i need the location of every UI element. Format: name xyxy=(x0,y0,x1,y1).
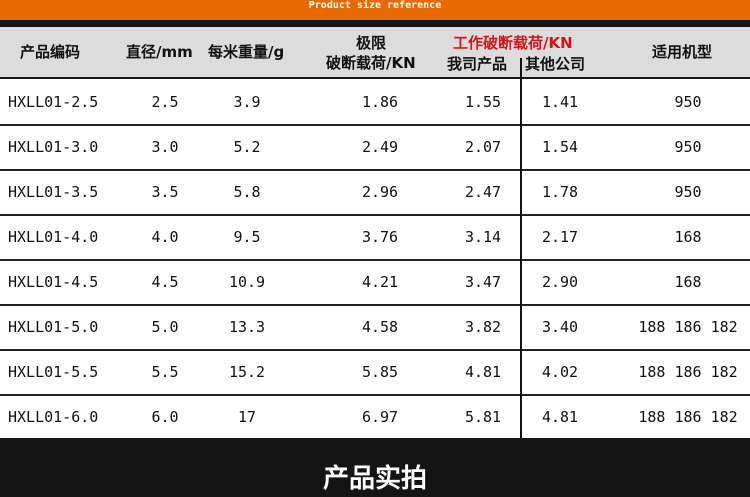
cell-weight: 3.9 xyxy=(233,93,261,111)
table-row: HXLL01-6.0 6.0 17 6.97 5.81 4.81 188 186 182 xyxy=(0,396,750,441)
cell-weight: 9.5 xyxy=(233,228,261,246)
cell-diameter: 5.5 xyxy=(151,363,179,381)
cell-others: 1.54 xyxy=(541,138,579,156)
cell-model: 188 186 182 xyxy=(638,408,738,426)
cell-code: HXLL01-5.5 xyxy=(8,363,99,381)
table-header: 产品编码 直径/mm 每米重量/g 极限 破断载荷/KN 工作破断载荷/KN 我… xyxy=(0,27,750,79)
table-row: HXLL01-4.5 4.5 10.9 4.21 3.47 2.90 168 xyxy=(0,261,750,306)
cell-model: 188 186 182 xyxy=(638,318,738,336)
cell-others: 3.40 xyxy=(541,318,579,336)
cell-code: HXLL01-5.0 xyxy=(8,318,99,336)
cell-ours: 1.55 xyxy=(464,93,502,111)
cell-code: HXLL01-4.0 xyxy=(8,228,99,246)
cell-others: 2.90 xyxy=(541,273,579,291)
cell-code: HXLL01-4.5 xyxy=(8,273,99,291)
cell-code: HXLL01-3.5 xyxy=(8,183,99,201)
cell-weight: 17 xyxy=(237,408,257,426)
cell-others: 1.78 xyxy=(541,183,579,201)
cell-weight: 10.9 xyxy=(228,273,266,291)
cell-diameter: 6.0 xyxy=(151,408,179,426)
table-row: HXLL01-3.0 3.0 5.2 2.49 2.07 1.54 950 xyxy=(0,126,750,171)
column-divider xyxy=(520,58,522,438)
footer-section: 产品实拍 xyxy=(0,438,750,497)
header-model: 适用机型 xyxy=(652,43,713,61)
cell-weight: 13.3 xyxy=(228,318,266,336)
cell-ours: 3.14 xyxy=(464,228,502,246)
cell-ultimate: 1.86 xyxy=(361,93,399,111)
cell-diameter: 3.0 xyxy=(151,138,179,156)
cell-ultimate: 5.85 xyxy=(361,363,399,381)
cell-model: 188 186 182 xyxy=(638,363,738,381)
cell-weight: 5.8 xyxy=(233,183,261,201)
header-ours: 我司产品 xyxy=(447,55,508,73)
table-row: HXLL01-2.5 2.5 3.9 1.86 1.55 1.41 950 xyxy=(0,81,750,126)
cell-code: HXLL01-6.0 xyxy=(8,408,99,426)
cell-ours: 3.82 xyxy=(464,318,502,336)
table-row: HXLL01-5.0 5.0 13.3 4.58 3.82 3.40 188 186 182 xyxy=(0,306,750,351)
cell-diameter: 4.0 xyxy=(151,228,179,246)
cell-others: 4.02 xyxy=(541,363,579,381)
cell-model: 950 xyxy=(674,138,702,156)
cell-ours: 5.81 xyxy=(464,408,502,426)
table-row: HXLL01-4.0 4.0 9.5 3.76 3.14 2.17 168 xyxy=(0,216,750,261)
table-row: HXLL01-3.5 3.5 5.8 2.96 2.47 1.78 950 xyxy=(0,171,750,216)
cell-diameter: 3.5 xyxy=(151,183,179,201)
cell-weight: 5.2 xyxy=(233,138,261,156)
banner: Product size reference xyxy=(0,0,750,20)
footer-title: 产品实拍 xyxy=(322,464,427,494)
cell-ultimate: 4.21 xyxy=(361,273,399,291)
cell-code: HXLL01-3.0 xyxy=(8,138,99,156)
cell-others: 4.81 xyxy=(541,408,579,426)
cell-code: HXLL01-2.5 xyxy=(8,93,99,111)
cell-ultimate: 2.49 xyxy=(361,138,399,156)
cell-ours: 3.47 xyxy=(464,273,502,291)
cell-others: 2.17 xyxy=(541,228,579,246)
cell-ours: 2.07 xyxy=(464,138,502,156)
header-ultimate-1: 极限 xyxy=(356,34,387,52)
cell-weight: 15.2 xyxy=(228,363,266,381)
cell-ultimate: 4.58 xyxy=(361,318,399,336)
header-others: 其他公司 xyxy=(525,55,586,73)
cell-model: 168 xyxy=(674,273,702,291)
cell-model: 950 xyxy=(674,183,702,201)
cell-model: 168 xyxy=(674,228,702,246)
cell-others: 1.41 xyxy=(541,93,579,111)
cell-diameter: 4.5 xyxy=(151,273,179,291)
header-code: 产品编码 xyxy=(20,43,81,61)
cell-diameter: 5.0 xyxy=(151,318,179,336)
header-diameter: 直径/mm xyxy=(126,43,193,61)
header-working: 工作破断载荷/KN xyxy=(453,34,573,52)
cell-ours: 4.81 xyxy=(464,363,502,381)
cell-ours: 2.47 xyxy=(464,183,502,201)
cell-diameter: 2.5 xyxy=(151,93,179,111)
header-weight: 每米重量/g xyxy=(208,43,285,61)
divider xyxy=(0,20,750,27)
table-row: HXLL01-5.5 5.5 15.2 5.85 4.81 4.02 188 186 182 xyxy=(0,351,750,396)
cell-ultimate: 2.96 xyxy=(361,183,399,201)
cell-model: 950 xyxy=(674,93,702,111)
cell-ultimate: 3.76 xyxy=(361,228,399,246)
header-ultimate-2: 破断载荷/KN xyxy=(326,54,416,72)
cell-ultimate: 6.97 xyxy=(361,408,399,426)
